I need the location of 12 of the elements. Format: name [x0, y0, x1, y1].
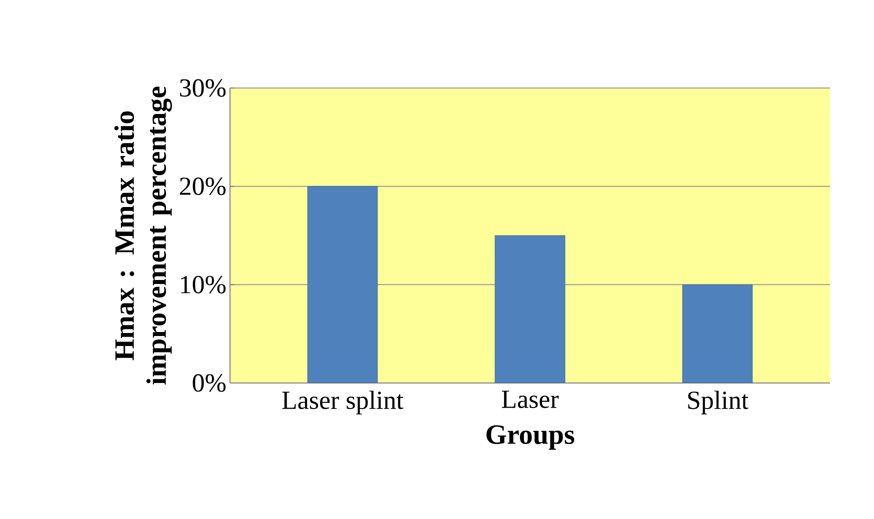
bar: [307, 186, 378, 383]
bar: [682, 284, 753, 383]
y-tick-label: 0%: [192, 374, 226, 392]
x-tick-label: Laser splint: [282, 390, 404, 414]
y-tick-label: 10%: [181, 276, 226, 294]
y-tick-label: 30%: [180, 79, 226, 97]
y-axis-title: Hmax : Mmax ratio improvement percentage: [114, 86, 172, 384]
x-tick-label: Splint: [688, 390, 748, 414]
y-tick-label: 20%: [180, 178, 226, 196]
x-tick-label: Laser: [502, 390, 559, 408]
x-axis-title: Groups: [486, 425, 574, 450]
bar: [494, 235, 566, 383]
